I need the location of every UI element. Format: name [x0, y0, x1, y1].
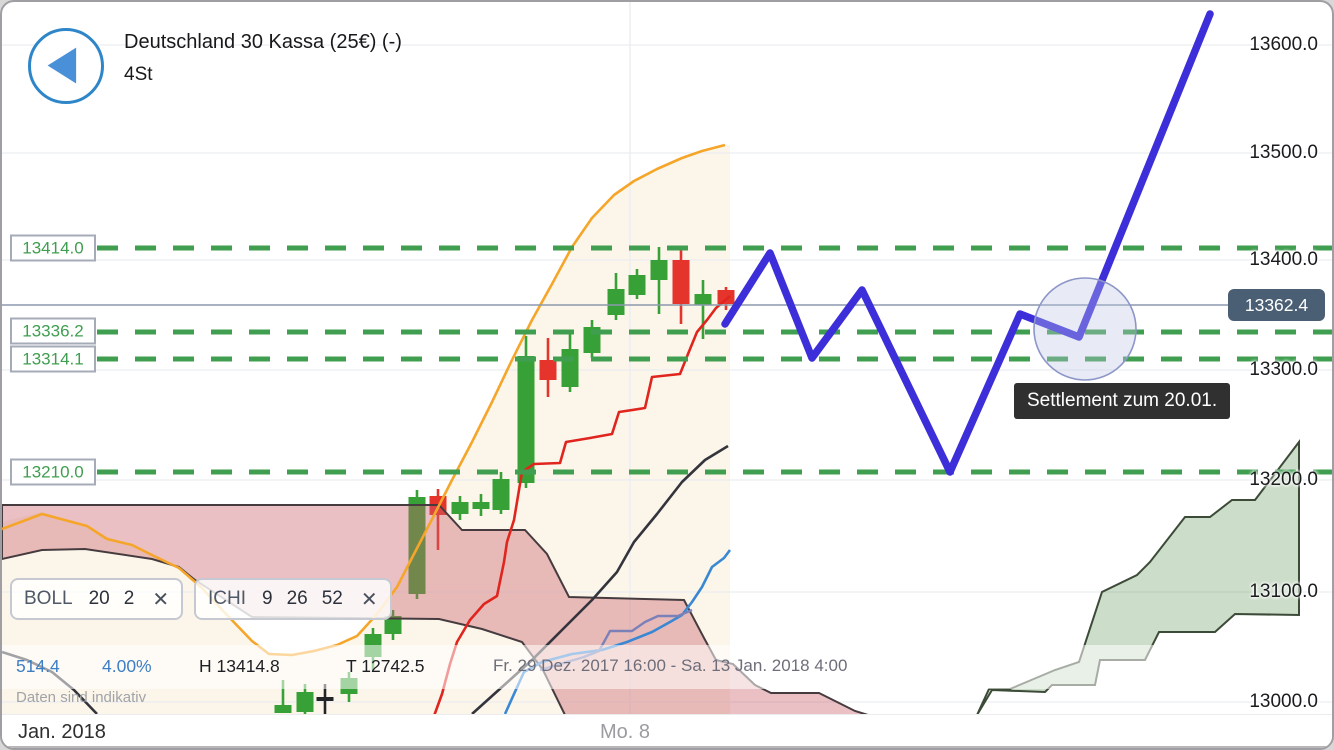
- y-axis-label: 13400.0: [1249, 249, 1318, 270]
- remove-indicator-icon[interactable]: ✕: [152, 588, 170, 611]
- candle-body: [539, 360, 557, 380]
- price-level-box[interactable]: 13314.1: [10, 345, 96, 373]
- back-button[interactable]: [28, 28, 104, 104]
- change-value: 514.4: [16, 656, 60, 676]
- info-bar-band: [2, 645, 1332, 689]
- low-value: T 12742.5: [346, 656, 425, 676]
- disclaimer-text: Daten sind indikativ: [16, 689, 147, 706]
- change-percent: 4.00%: [102, 656, 152, 676]
- price-level-box[interactable]: 13336.2: [10, 317, 96, 345]
- annotation-circle: [1033, 277, 1137, 381]
- date-range: Fr. 29 Dez. 2017 16:00 - Sa. 13 Jan. 201…: [493, 656, 848, 675]
- bottom-border-bar: [2, 746, 1332, 748]
- candle-body: [517, 356, 535, 483]
- candle-body: [451, 502, 469, 514]
- indicator-param: 26: [286, 588, 308, 609]
- indicator-pill-boll[interactable]: BOLL 20 2 ✕: [10, 578, 184, 620]
- bollinger-upper-line: [2, 143, 726, 657]
- timeframe-label[interactable]: 4St: [124, 64, 153, 85]
- candle-body: [672, 260, 690, 304]
- candle-body: [384, 616, 402, 634]
- indicator-param: 2: [123, 588, 135, 609]
- candle-body: [274, 705, 292, 713]
- price-level-box[interactable]: 13414.0: [10, 234, 96, 262]
- indicator-param: 20: [88, 588, 110, 609]
- indicator-param: 9: [262, 588, 273, 609]
- candle-body: [717, 290, 735, 304]
- y-axis-label: 13300.0: [1249, 359, 1318, 380]
- candle-body: [472, 502, 490, 509]
- indicator-pill-ichi[interactable]: ICHI 9 26 52 ✕: [194, 578, 392, 620]
- candle-body: [607, 289, 625, 315]
- indicator-name: BOLL: [24, 588, 73, 609]
- week-label: Mo. 8: [600, 721, 651, 743]
- candle-body: [561, 349, 579, 387]
- y-axis-label: 13200.0: [1249, 469, 1318, 490]
- candle-body: [492, 479, 510, 510]
- current-price-badge: 13362.4: [1228, 289, 1325, 321]
- y-axis-label: 13100.0: [1249, 581, 1318, 602]
- time-axis: [2, 714, 1332, 747]
- drawn-projection-line: [721, 10, 1214, 476]
- remove-indicator-icon[interactable]: ✕: [360, 588, 378, 611]
- candle-body: [628, 275, 646, 295]
- instrument-title: Deutschland 30 Kassa (25€) (-): [124, 31, 402, 53]
- back-arrow-icon: [47, 47, 77, 84]
- y-axis-label: 13600.0: [1249, 34, 1318, 55]
- y-axis-label: 13500.0: [1249, 142, 1318, 163]
- senkou-a-line: [432, 295, 731, 717]
- candle-body: [650, 260, 668, 280]
- y-axis-label: 13000.0: [1249, 691, 1318, 712]
- candle-body: [694, 294, 712, 305]
- month-label: Jan. 2018: [18, 721, 106, 743]
- price-level-box[interactable]: 13210.0: [10, 458, 96, 486]
- candle-body: [296, 692, 314, 712]
- high-value: H 13414.8: [199, 656, 280, 676]
- indicator-param: 52: [321, 588, 343, 609]
- settlement-tooltip: Settlement zum 20.01.: [1014, 383, 1231, 419]
- indicator-name: ICHI: [208, 588, 246, 609]
